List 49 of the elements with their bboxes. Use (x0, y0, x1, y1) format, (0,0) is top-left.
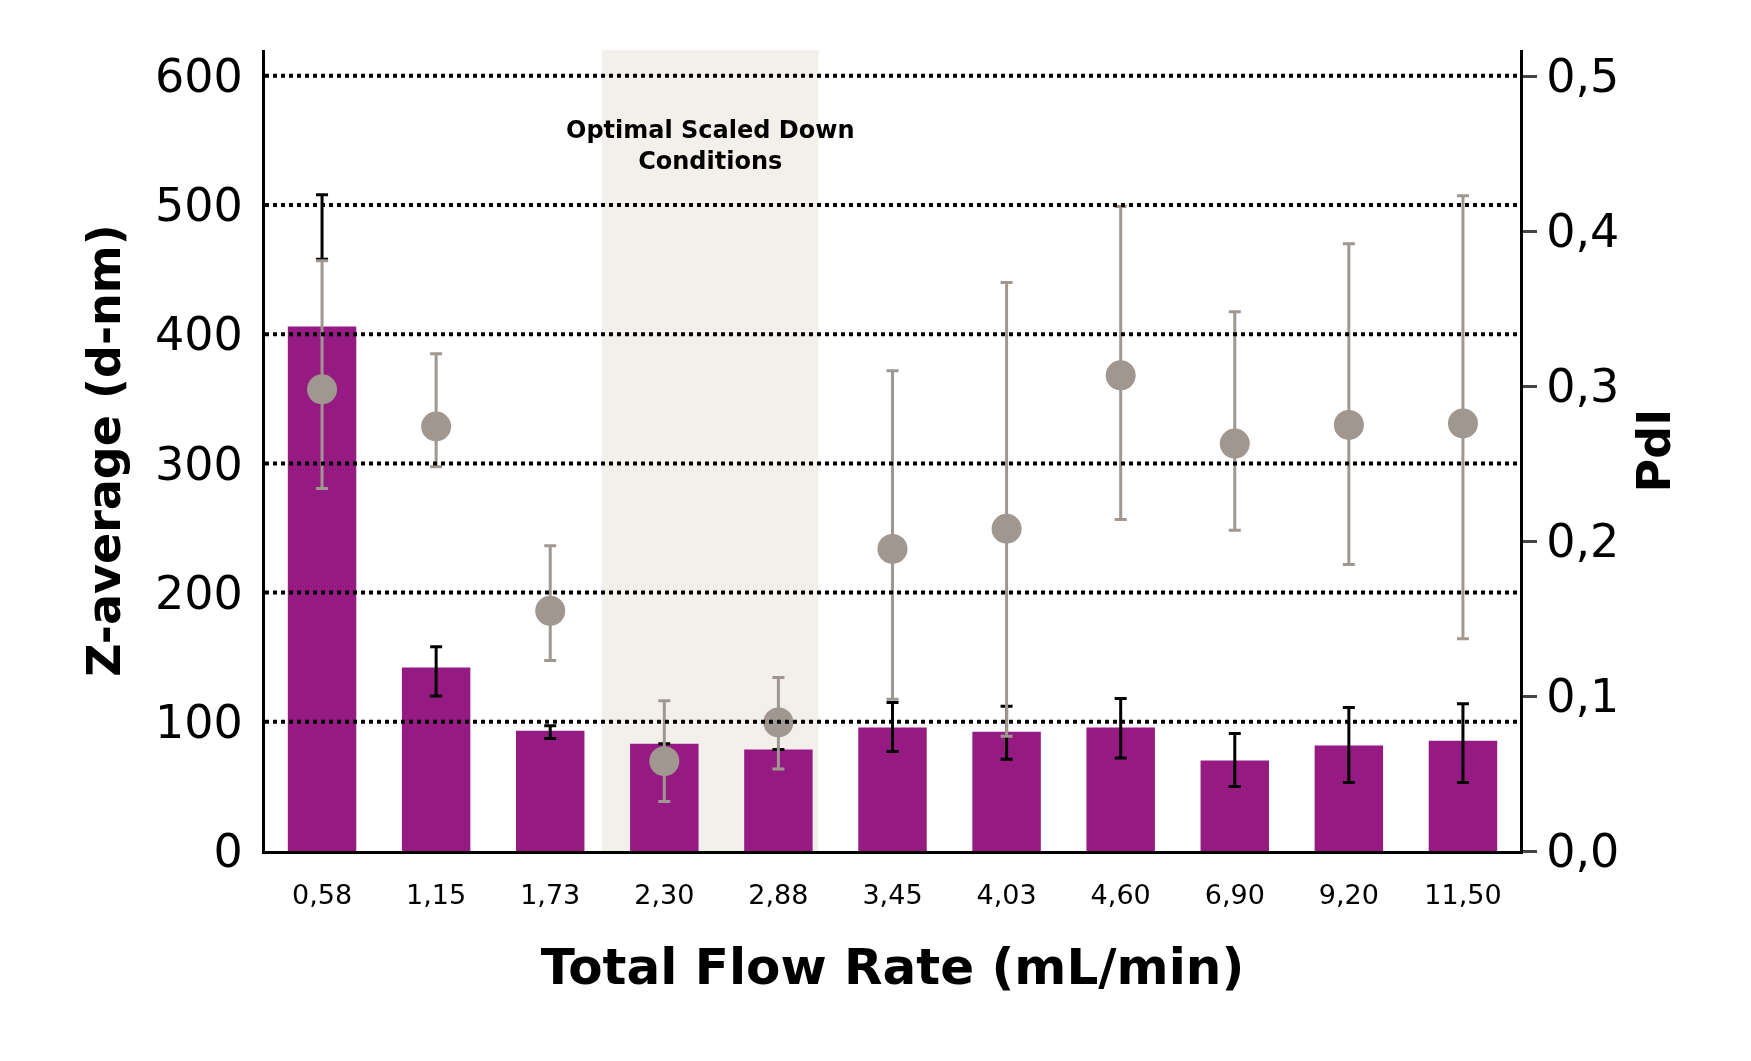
bar (287, 326, 357, 851)
point (877, 533, 908, 564)
y-tick-label: 400 (154, 307, 243, 362)
bar (858, 727, 927, 851)
y2-axis-title: PdI (1627, 408, 1682, 493)
y-axis-title: Z-average (d-nm) (77, 224, 132, 677)
x-tick-label: 4,60 (1090, 879, 1151, 911)
y2-tick-label: 0,2 (1546, 514, 1620, 569)
x-tick-label: 6,90 (1204, 879, 1265, 911)
point (1447, 408, 1478, 439)
y-tick-label: 100 (154, 694, 243, 749)
y2-tick-label: 0,0 (1546, 824, 1620, 879)
point (649, 746, 680, 777)
y2-tick-label: 0,5 (1546, 49, 1620, 104)
x-tick-label: 2,30 (634, 879, 695, 911)
point (307, 374, 338, 405)
point (1333, 409, 1364, 440)
y-tick-label: 600 (154, 48, 243, 103)
y-tick-label: 200 (154, 565, 243, 620)
x-axis-title: Total Flow Rate (mL/min) (540, 937, 1245, 996)
y-tick-label: 500 (154, 178, 243, 233)
y2-tick-label: 0,4 (1546, 204, 1620, 259)
point (991, 513, 1022, 544)
y-tick-label: 0 (213, 824, 243, 879)
bar (744, 749, 813, 851)
bar (401, 667, 471, 851)
bar (1314, 745, 1384, 851)
bar (972, 731, 1041, 851)
x-tick-label: 1,15 (406, 879, 467, 911)
point (421, 411, 452, 442)
bar (1428, 740, 1498, 851)
y2-tick-label: 0,1 (1546, 669, 1620, 724)
x-tick-label: 1,73 (520, 879, 581, 911)
x-tick-label: 4,03 (976, 879, 1037, 911)
point (535, 595, 566, 626)
x-tick-label: 2,88 (748, 879, 809, 911)
x-tick-label: 11,50 (1424, 879, 1502, 911)
x-tick-label: 0,58 (291, 879, 353, 911)
bar (1086, 727, 1155, 851)
point (763, 707, 794, 738)
x-tick-label: 3,45 (862, 879, 923, 911)
point (1105, 360, 1136, 391)
x-tick-label: 9,20 (1318, 879, 1379, 911)
band-label: Optimal Scaled Down Conditions (566, 116, 855, 176)
bar (516, 730, 585, 851)
y2-tick-label: 0,3 (1546, 359, 1620, 414)
bar (1200, 760, 1269, 851)
y-tick-label: 300 (154, 436, 243, 491)
point (1219, 428, 1250, 459)
